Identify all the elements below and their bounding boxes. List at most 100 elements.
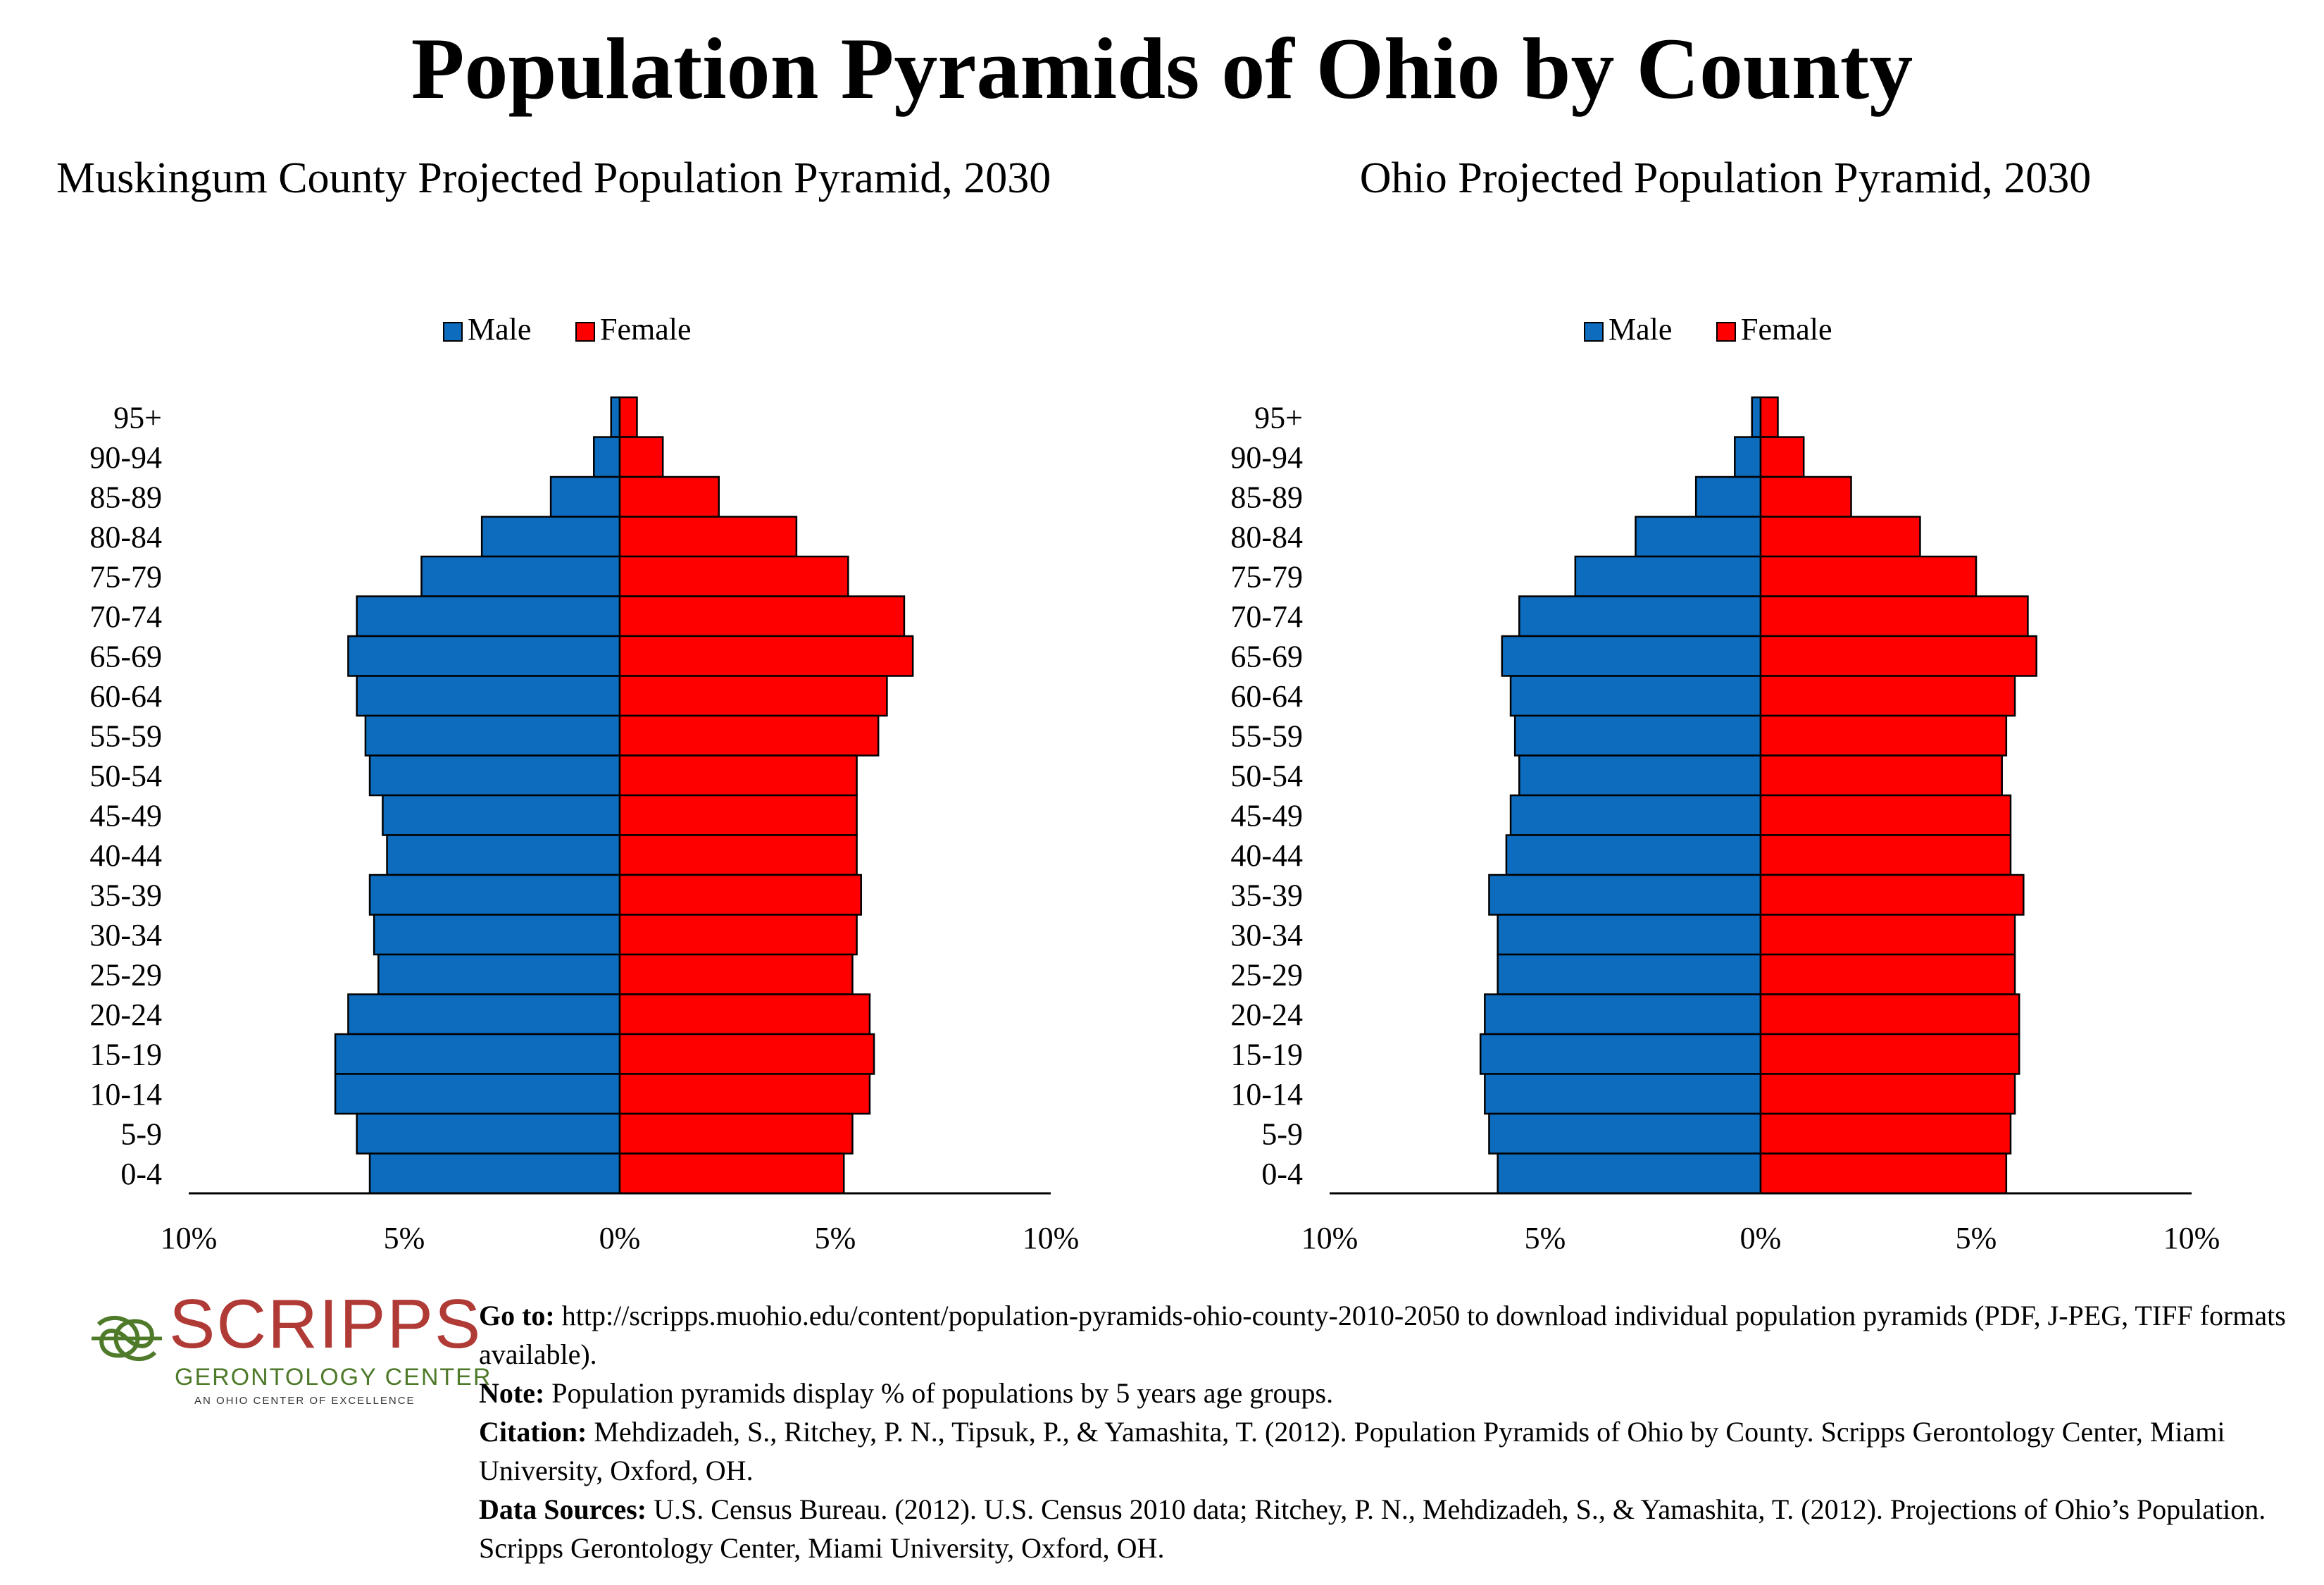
female-bar	[1759, 834, 2012, 876]
female-bar	[1759, 1073, 2016, 1115]
female-bar	[1759, 595, 2029, 638]
legend-female-label: Female	[600, 312, 692, 347]
female-bar	[1759, 675, 2016, 717]
age-group-label: 80-84	[89, 520, 162, 554]
age-group-label: 65-69	[1230, 639, 1303, 673]
male-bar	[1497, 953, 1762, 995]
x-tick-label: 10%	[161, 1221, 218, 1254]
male-bar	[368, 874, 621, 916]
female-bar	[1759, 555, 1978, 597]
muskingum-pyramid-panel: Muskingum County Projected Population Py…	[56, 141, 1183, 1254]
age-group-label: 65-69	[89, 639, 162, 673]
male-bar	[1484, 1073, 1762, 1115]
age-group-label: 20-24	[1230, 997, 1303, 1032]
female-bar	[618, 1033, 875, 1075]
legend-male-swatch	[1584, 322, 1604, 342]
female-bar	[1759, 516, 1921, 558]
ohio-pyramid-chart: Male Female 95+ 90-94 85-89 80-84 75-79 70-74 65…	[1230, 312, 2220, 1254]
age-group-label: 0-4	[1261, 1157, 1303, 1191]
x-tick-label: 10%	[1301, 1221, 1358, 1254]
logo-subtitle: GERONTOLOGY CENTER	[175, 1364, 492, 1391]
note-line: Note: Population pyramids display % of p…	[479, 1374, 2310, 1412]
female-bar	[618, 396, 638, 438]
male-bar	[1484, 993, 1762, 1036]
age-group-label: 40-44	[1230, 838, 1303, 873]
male-bar	[1505, 834, 1762, 876]
male-bar	[334, 1033, 621, 1075]
female-bar	[1759, 396, 1779, 438]
legend-female-label: Female	[1741, 312, 1832, 347]
age-group-label: 75-79	[1230, 559, 1303, 594]
x-tick-label: 0%	[599, 1221, 641, 1254]
male-bar	[593, 436, 621, 478]
female-bar	[1759, 1152, 2008, 1195]
male-bar	[1635, 516, 1762, 558]
sources-label: Data Sources:	[479, 1493, 647, 1525]
male-bar	[1497, 914, 1762, 956]
age-group-label: 15-19	[89, 1037, 162, 1071]
age-group-label: 40-44	[89, 838, 162, 873]
age-group-label: 85-89	[1230, 480, 1303, 514]
male-bar	[1574, 555, 1762, 597]
male-bar	[1488, 1112, 1762, 1155]
male-bar	[334, 1073, 621, 1115]
chart-title-ohio: Ohio Projected Population Pyramid, 2030	[1359, 154, 2092, 202]
age-group-label: 0-4	[120, 1157, 162, 1191]
note-text: Population pyramids display % of populat…	[544, 1377, 1334, 1409]
age-group-label: 35-39	[1230, 878, 1303, 912]
male-bar	[1509, 794, 1762, 836]
female-bar	[618, 914, 858, 956]
citation-text: Mehdizadeh, S., Ritchey, P. N., Tipsuk, …	[479, 1416, 2225, 1486]
male-bar	[356, 1112, 621, 1155]
age-group-label: 10-14	[1230, 1077, 1303, 1112]
male-bar	[364, 714, 621, 757]
female-bar	[618, 953, 854, 995]
age-group-label: 10-14	[89, 1077, 162, 1112]
x-tick-label: 0%	[1740, 1221, 1782, 1254]
female-bar	[1759, 993, 2020, 1036]
male-bar	[356, 675, 621, 717]
page-title: Population Pyramids of Ohio by County	[411, 20, 1913, 117]
female-bar	[618, 874, 862, 916]
female-bar	[1759, 635, 2037, 677]
age-group-label: 5-9	[120, 1117, 162, 1151]
female-bar	[618, 754, 858, 797]
age-group-label: 95+	[113, 400, 162, 435]
age-group-label: 20-24	[89, 997, 162, 1032]
age-group-label: 70-74	[1230, 599, 1303, 634]
age-group-label: 35-39	[89, 878, 162, 912]
male-bar	[368, 1152, 621, 1195]
male-bar	[1513, 714, 1762, 757]
female-bar	[618, 555, 849, 597]
age-group-label: 25-29	[89, 957, 162, 992]
male-bar	[1518, 595, 1762, 638]
legend-female-swatch	[575, 322, 595, 342]
sources-text: U.S. Census Bureau. (2012). U.S. Census …	[479, 1493, 2266, 1564]
age-group-label: 45-49	[1230, 798, 1303, 833]
age-group-label: 80-84	[1230, 520, 1303, 554]
legend-male-swatch	[443, 322, 463, 342]
note-label: Note:	[479, 1377, 545, 1409]
x-tick-label: 5%	[1956, 1221, 1997, 1254]
x-tick-label: 10%	[2163, 1221, 2220, 1254]
female-bar	[618, 436, 664, 478]
female-bar	[618, 635, 914, 677]
goto-link-text[interactable]: http://scripps.muohio.edu/content/popula…	[479, 1300, 2286, 1370]
female-bar	[618, 1073, 871, 1115]
male-bar	[1497, 1152, 1762, 1195]
age-group-label: 45-49	[89, 798, 162, 833]
male-bar	[347, 635, 621, 677]
age-group-label: 75-79	[89, 559, 162, 594]
notes-block: Go to: http://scripps.muohio.edu/content…	[479, 1296, 2310, 1567]
male-bar	[480, 516, 621, 558]
female-bar	[1759, 754, 2003, 797]
age-group-label: 25-29	[1230, 957, 1303, 992]
male-bar	[1734, 436, 1762, 478]
age-group-label: 95+	[1254, 400, 1303, 435]
male-bar	[368, 754, 621, 797]
male-bar	[1518, 754, 1762, 797]
male-bar	[377, 953, 621, 995]
female-bar	[1759, 794, 2012, 836]
male-bar	[549, 476, 621, 518]
female-bar	[1759, 714, 2008, 757]
